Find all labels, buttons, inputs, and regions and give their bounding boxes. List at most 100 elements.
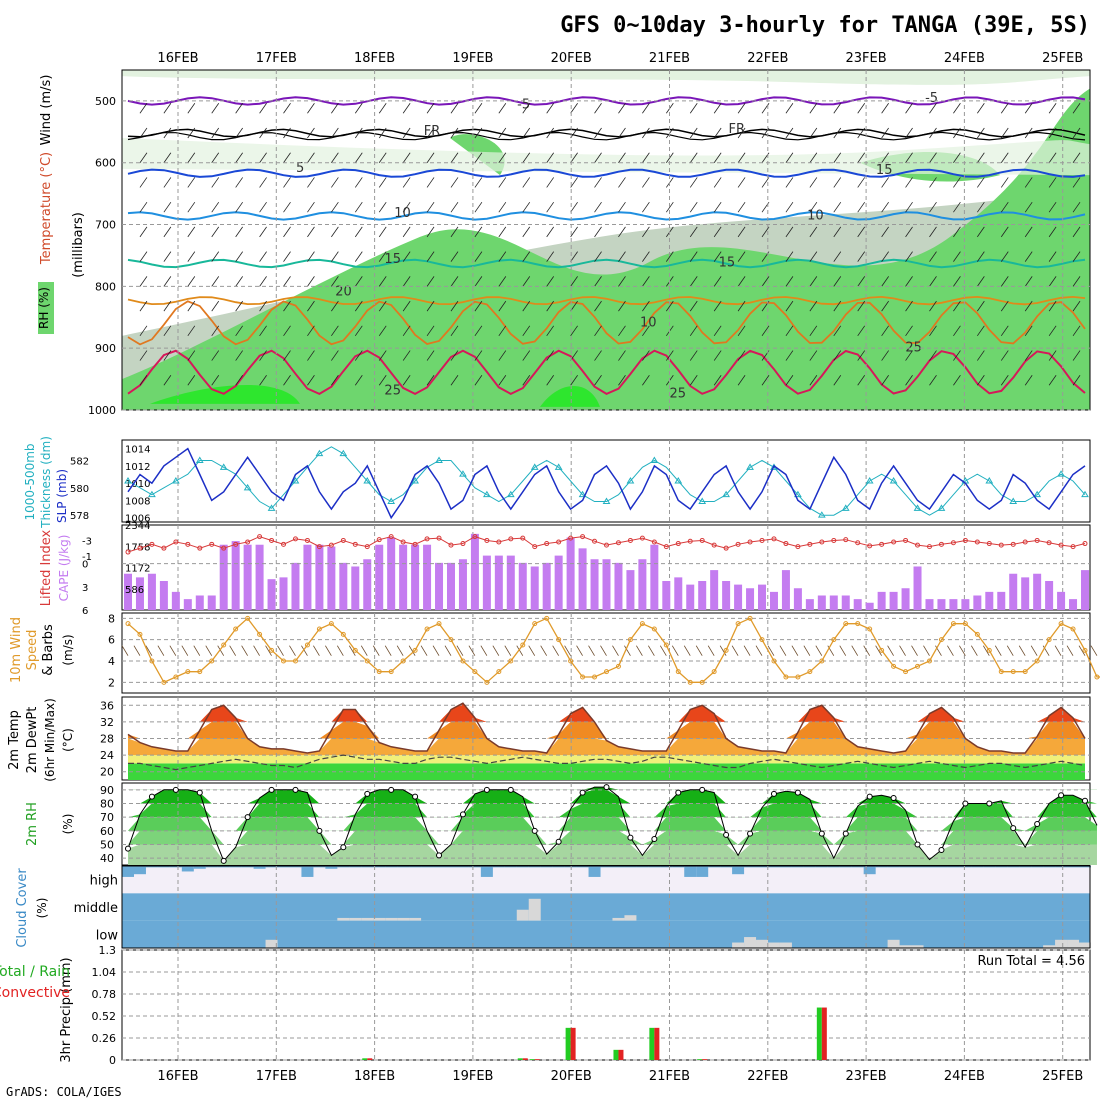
wind-barb	[331, 251, 339, 262]
wind-barb	[833, 177, 842, 188]
wind-speed-point	[1070, 626, 1076, 632]
wind-barb	[929, 226, 937, 238]
rh-point	[244, 814, 251, 821]
wind-barb	[1048, 127, 1057, 139]
li-point	[891, 539, 897, 545]
wind-barb	[881, 127, 889, 139]
wind-barb	[163, 300, 172, 312]
wind-barb-10m	[588, 645, 595, 656]
li-point	[580, 534, 586, 540]
chart-title: GFS 0~10day 3-hourly for TANGA (39E, 5S)	[560, 13, 1090, 38]
rh-point	[483, 786, 490, 793]
wind-barb	[259, 251, 267, 262]
cape-bar	[458, 559, 467, 610]
wind-barb	[905, 226, 913, 238]
cape-bar	[686, 584, 695, 610]
isotherm-label: 10	[394, 206, 411, 221]
wind-speed-point	[376, 669, 382, 675]
wind-barb	[809, 177, 818, 188]
date-label-bottom: 16FEB	[157, 1069, 198, 1084]
precip-convective-bar	[570, 1027, 576, 1060]
rh-point	[364, 790, 371, 797]
li-point	[292, 536, 298, 542]
isotherm-label: 15	[384, 252, 401, 267]
wind-barb	[761, 103, 770, 114]
wind10m-panel-frame	[121, 612, 1091, 694]
slp-axis-label: SLP (mb)	[55, 469, 69, 523]
cloud-unit-label: (%)	[35, 898, 49, 919]
wind-barb	[594, 127, 602, 139]
wind-barb	[977, 127, 985, 139]
cloud-bar	[325, 866, 338, 869]
wind-barb	[235, 350, 243, 361]
wind-speed-point	[1034, 658, 1040, 664]
wind-barb	[1024, 375, 1033, 386]
wind-barb	[283, 127, 291, 139]
wind-barb	[235, 375, 243, 386]
thickness-point	[1057, 470, 1065, 477]
wind-barb	[905, 103, 913, 114]
wind-barb-10m	[1066, 645, 1074, 656]
wind-barb	[1024, 251, 1033, 262]
wind-barb	[857, 350, 866, 361]
cape-bar	[805, 599, 814, 610]
cloud-bar	[1067, 939, 1080, 948]
cape-bar	[746, 588, 755, 610]
wind-barb	[546, 325, 555, 337]
wind-barb-10m	[863, 645, 871, 656]
wind-legend-label: Wind (m/s)	[39, 75, 54, 146]
li-point	[735, 541, 741, 547]
wind-barb	[474, 201, 483, 213]
wind-barb	[546, 251, 555, 262]
cape-bar	[1081, 570, 1089, 610]
rh-point	[340, 844, 347, 851]
thickness-point	[794, 490, 802, 498]
wind-barb	[139, 325, 148, 337]
cloud-bar	[612, 866, 625, 868]
cloud-bar	[337, 917, 350, 921]
precip-total-bar	[816, 1007, 822, 1060]
wind-barb	[833, 325, 842, 337]
rh-point	[986, 800, 993, 807]
wind-barb	[642, 350, 650, 361]
cloud-bar	[516, 909, 529, 921]
cloud-bar	[349, 866, 362, 868]
wind-barb	[378, 127, 387, 139]
wind-barb	[187, 103, 196, 114]
wind-speed-point	[962, 621, 968, 627]
cape-bar	[650, 544, 659, 610]
wind-barb	[1024, 103, 1033, 114]
wind-barb-10m	[564, 645, 571, 656]
wind-barb	[977, 300, 985, 312]
rh-point	[436, 852, 443, 859]
cloud-row-high	[122, 866, 1090, 894]
isotherm-line	[127, 131, 1086, 141]
wind-barb	[618, 103, 626, 114]
wind-speed-point	[197, 669, 203, 675]
precip-convective-bar	[821, 1007, 827, 1060]
slp-tick-label: 1010	[125, 479, 150, 490]
wind-barb	[1048, 350, 1057, 361]
wind-barb	[378, 251, 387, 262]
thickness-tick-label: 578	[70, 511, 89, 522]
thickness-point	[195, 456, 204, 463]
cape-bar	[423, 544, 432, 610]
cloud-level-label: low	[96, 928, 119, 943]
wind-speed-point	[281, 658, 287, 664]
wind-barb	[354, 177, 363, 188]
isotherm-line	[127, 349, 1086, 396]
wind-barb	[929, 276, 937, 287]
wind-barb-10m	[576, 645, 583, 656]
li-point	[807, 541, 813, 547]
wind-barb-10m	[265, 645, 272, 656]
wind-speed-point	[783, 674, 789, 680]
rh-band-light	[122, 138, 1090, 176]
slp-line	[127, 447, 1086, 520]
wind-barb	[187, 375, 196, 386]
wind-barb	[1024, 152, 1033, 163]
li-point	[209, 541, 215, 547]
wind-barb-10m	[612, 645, 619, 656]
wind-barb	[402, 201, 411, 213]
wind-barb	[211, 177, 220, 188]
wind-barb	[450, 375, 459, 386]
